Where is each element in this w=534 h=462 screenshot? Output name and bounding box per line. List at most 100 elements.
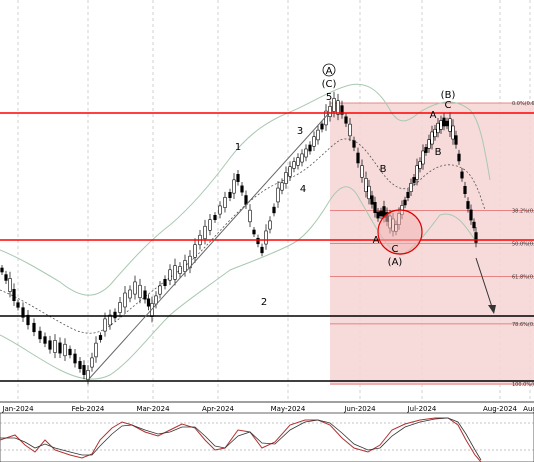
candle-body bbox=[348, 123, 352, 137]
candle-body bbox=[320, 123, 324, 130]
candle-body bbox=[415, 165, 419, 180]
bollinger-mid bbox=[0, 138, 486, 334]
wave-label: B bbox=[380, 164, 387, 175]
candle-body bbox=[183, 260, 187, 272]
wave-label: B bbox=[435, 147, 442, 158]
candle-body bbox=[433, 128, 437, 138]
candle-body bbox=[16, 302, 20, 308]
candle-body bbox=[248, 209, 252, 223]
candle-body bbox=[103, 318, 107, 332]
candle-body bbox=[244, 195, 248, 205]
candle-body bbox=[63, 343, 67, 357]
fib-level-label: 61.8%(0.64%) bbox=[512, 275, 534, 281]
candle-body bbox=[38, 330, 42, 340]
candle-body bbox=[463, 185, 467, 195]
candle-body bbox=[379, 210, 383, 217]
candle-body bbox=[436, 122, 440, 134]
stochastic-d bbox=[0, 417, 482, 461]
candle-body bbox=[21, 307, 25, 318]
candle-body bbox=[133, 281, 137, 295]
candle-body bbox=[228, 192, 232, 198]
candle-body bbox=[178, 266, 182, 274]
wave-label: 1 bbox=[235, 142, 241, 153]
candle-body bbox=[98, 335, 103, 340]
candle-body bbox=[260, 246, 264, 254]
candle-body bbox=[457, 153, 461, 162]
candle-body bbox=[193, 244, 197, 258]
candle-body bbox=[292, 161, 296, 169]
candle-body bbox=[280, 182, 284, 191]
candle-body bbox=[154, 295, 158, 305]
candle-body bbox=[328, 106, 332, 117]
candle-body bbox=[336, 100, 340, 115]
candle-body bbox=[264, 230, 268, 245]
candle-body bbox=[409, 183, 413, 192]
candle-body bbox=[213, 214, 217, 221]
candle-body bbox=[0, 267, 4, 273]
candle-body bbox=[240, 185, 244, 193]
candle-body bbox=[68, 348, 72, 356]
indicator-panel bbox=[0, 412, 534, 462]
candle-body bbox=[288, 166, 292, 177]
fib-level-label: 78.6%(0.65%) bbox=[512, 322, 534, 328]
candle-body bbox=[43, 336, 47, 344]
candle-body bbox=[442, 117, 446, 127]
projection-arrow-line bbox=[475, 257, 493, 308]
candle-body bbox=[203, 225, 207, 240]
candle-body bbox=[474, 232, 478, 243]
candle-body bbox=[188, 255, 192, 269]
candle-body bbox=[276, 187, 280, 203]
candle-body bbox=[173, 265, 177, 280]
candle-body bbox=[367, 185, 371, 200]
candle-body bbox=[138, 284, 142, 299]
candle-body bbox=[454, 135, 458, 145]
candle-body bbox=[78, 361, 82, 369]
candle-body bbox=[304, 148, 308, 158]
candle-body bbox=[113, 311, 117, 319]
candle-body bbox=[472, 221, 476, 229]
candle-body bbox=[356, 152, 360, 164]
candle-body bbox=[403, 199, 407, 206]
fib-labels: 0.0%(0.6%) 38.2%(0.63%) 50.0%(0.63%) 61.8%(… bbox=[512, 101, 534, 388]
candle-body bbox=[73, 353, 77, 364]
candle-body bbox=[8, 278, 12, 292]
candle-body bbox=[108, 314, 112, 326]
candle-body bbox=[424, 147, 428, 153]
wave-labels: A (C) 5 1 3 4 2 (B) C A B B A C (A) bbox=[235, 63, 456, 308]
wave-label: A bbox=[430, 110, 437, 121]
candle-body bbox=[256, 237, 260, 245]
fib-level-label: 100.0%(0.66%) bbox=[512, 382, 534, 388]
fib-level-label: 0.0%(0.6%) bbox=[512, 101, 534, 107]
candle-body bbox=[316, 129, 320, 141]
wave-label: 2 bbox=[261, 297, 267, 308]
wave-label: (B) bbox=[441, 90, 456, 101]
candle-body bbox=[445, 120, 449, 127]
candle-body bbox=[252, 229, 256, 235]
candle-body bbox=[439, 120, 443, 130]
candle-body bbox=[32, 322, 36, 333]
bollinger-upper bbox=[0, 83, 491, 296]
x-tick-label: Apr-2024 bbox=[202, 405, 235, 413]
wave-label: A bbox=[373, 235, 380, 246]
candle-body bbox=[418, 161, 422, 169]
candle-body bbox=[118, 302, 122, 313]
fib-level-label: 50.0%(0.63%) bbox=[512, 242, 534, 248]
stochastic-k bbox=[0, 417, 482, 462]
projection-arrow-head bbox=[488, 305, 496, 314]
wave-label: C bbox=[392, 244, 399, 255]
candle-body bbox=[451, 125, 455, 140]
fib-zone bbox=[330, 103, 534, 385]
x-tick-label: Mar-2024 bbox=[136, 405, 170, 413]
candle-body bbox=[163, 279, 167, 286]
candle-body bbox=[364, 178, 368, 192]
candle-body bbox=[412, 177, 416, 183]
candle-body bbox=[312, 136, 316, 147]
candle-body bbox=[158, 285, 162, 295]
fib-level-label: 38.2%(0.63%) bbox=[512, 208, 534, 214]
candle-body bbox=[308, 144, 312, 152]
candle-body bbox=[123, 292, 127, 308]
x-tick-label: Jan-2024 bbox=[1, 405, 34, 413]
candle-body bbox=[360, 165, 364, 178]
candle-body bbox=[168, 269, 172, 281]
candle-body bbox=[232, 179, 236, 194]
